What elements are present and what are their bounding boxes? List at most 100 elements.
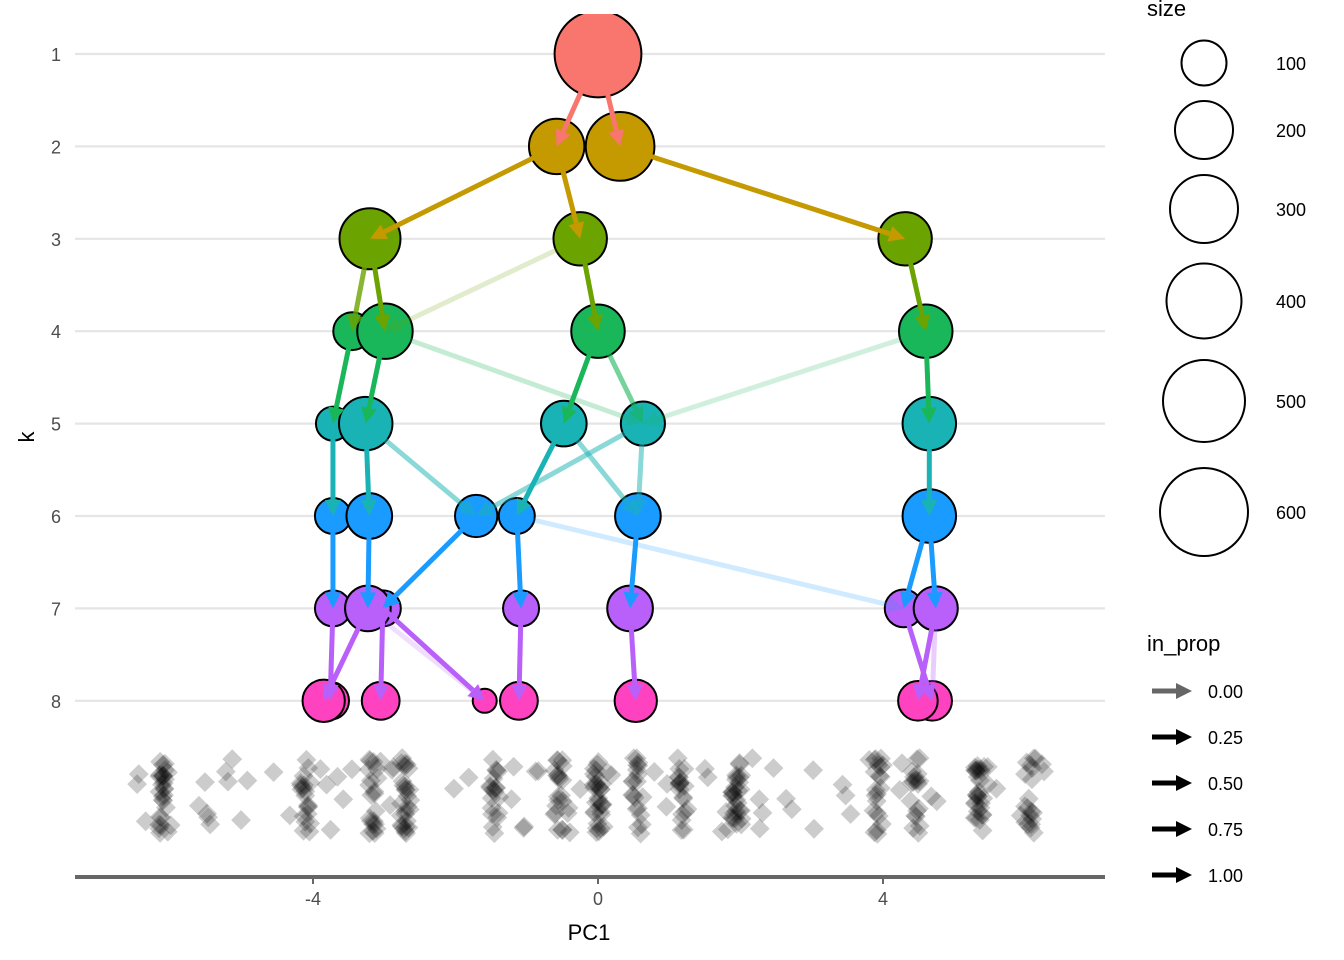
sample-point (391, 815, 412, 835)
sample-point (279, 805, 300, 826)
sample-point (546, 795, 567, 816)
y-axis-ticks: 1 2 3 4 5 6 7 8 (51, 45, 61, 712)
sample-point (480, 776, 501, 796)
sample-point (872, 814, 892, 834)
sample-point (671, 820, 692, 841)
edge-arrowhead (561, 405, 577, 424)
legend-size-label: 400 (1276, 292, 1306, 312)
sample-point (906, 770, 927, 791)
sample-point (726, 769, 746, 790)
edge-arrowhead (626, 684, 643, 701)
legend-in-prop-key (1152, 821, 1192, 837)
sample-point (723, 782, 743, 803)
sample-point (585, 766, 606, 787)
sample-point (671, 810, 692, 830)
sample-point (383, 757, 404, 778)
edge-arrowhead (921, 500, 938, 516)
edge-3_2-to-4_2 (384, 236, 582, 332)
sample-point (722, 785, 743, 806)
sample-point (588, 788, 609, 808)
sample-point (359, 808, 380, 829)
sample-point (804, 818, 824, 839)
sample-point (669, 779, 690, 800)
sample-point (904, 767, 924, 787)
sample-point (391, 753, 412, 774)
edge-7_3-to-8_2 (323, 607, 371, 701)
sample-point (586, 822, 607, 843)
edge-arrowhead (370, 224, 388, 239)
sample-point (591, 804, 612, 825)
sample-point (921, 786, 942, 807)
edge-line (577, 238, 598, 316)
sample-point (544, 804, 565, 825)
sample-point (514, 816, 535, 837)
sample-point (835, 785, 856, 806)
sample-point (722, 782, 742, 803)
legend-in-prop-title: in_prop (1147, 631, 1220, 656)
sample-point (547, 750, 568, 770)
sample-point (623, 771, 643, 792)
edge-2_2-to-3_3 (619, 144, 906, 242)
sample-point (726, 801, 747, 822)
edge-line (384, 328, 629, 421)
sample-point (396, 754, 417, 775)
sample-point (297, 797, 318, 818)
sample-point (485, 778, 506, 798)
sample-point (592, 795, 613, 815)
sample-point (366, 818, 387, 839)
sample-point (486, 759, 507, 780)
sample-point (977, 757, 998, 777)
edge-line (560, 52, 601, 133)
sample-point (865, 779, 886, 800)
sample-point (1025, 748, 1046, 769)
sample-point (1032, 754, 1052, 775)
sample-point (673, 788, 694, 809)
sample-point (367, 759, 387, 779)
sample-point (365, 814, 386, 834)
sample-point (907, 749, 928, 770)
edge-5_2-to-6_3 (364, 421, 477, 516)
edge-line (328, 607, 371, 688)
sample-point (730, 779, 751, 800)
sample-point (295, 785, 316, 806)
sample-point (370, 751, 391, 772)
sample-point (926, 791, 947, 812)
edge-arrowhead (467, 684, 485, 701)
edge-line (595, 53, 619, 132)
sample-point (630, 823, 651, 844)
sample-point (1034, 761, 1054, 782)
legend-arrowhead (1176, 729, 1192, 745)
sample-point (195, 772, 215, 793)
edge-arrowhead (373, 684, 390, 701)
sample-point (310, 759, 331, 779)
sample-point (297, 804, 318, 824)
edge-arrowhead (323, 682, 338, 701)
edge-arrowhead (608, 128, 625, 147)
sample-point (864, 822, 885, 843)
sample-point (298, 758, 319, 778)
sample-point (726, 765, 747, 785)
sample-point (400, 790, 421, 811)
edge-arrowhead (361, 406, 377, 424)
edge-6_4-to-7_4 (512, 515, 529, 609)
legend-in-prop-label: 1.00 (1208, 866, 1243, 886)
sample-point (726, 767, 747, 788)
edge-line (516, 513, 889, 608)
sample-point (971, 793, 991, 814)
y-tick-label: 3 (51, 230, 61, 250)
edge-4_3-to-5_4 (595, 330, 644, 424)
sample-point (726, 789, 747, 810)
sample-point (967, 767, 988, 787)
sample-point (964, 757, 985, 778)
edge-arrowhead (467, 684, 485, 701)
sample-point (909, 748, 930, 769)
sample-point (359, 775, 380, 795)
sample-point (731, 808, 752, 829)
sample-point (483, 779, 504, 800)
sample-point (626, 759, 647, 780)
sample-point (365, 801, 386, 821)
edge-2_1-to-3_2 (554, 145, 584, 239)
edge-line (392, 514, 478, 599)
sample-point (397, 811, 417, 831)
